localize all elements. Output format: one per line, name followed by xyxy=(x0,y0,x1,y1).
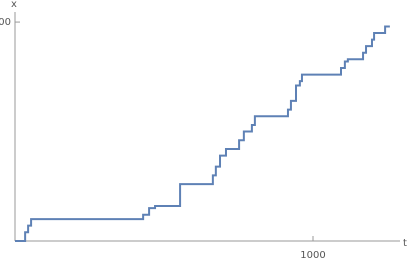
y-tick-label: 100 xyxy=(0,17,11,28)
y-axis-label: x xyxy=(11,0,17,10)
step-line xyxy=(15,25,390,242)
x-axis-label: t xyxy=(403,238,407,249)
x-tick-label: 1000 xyxy=(300,250,325,261)
